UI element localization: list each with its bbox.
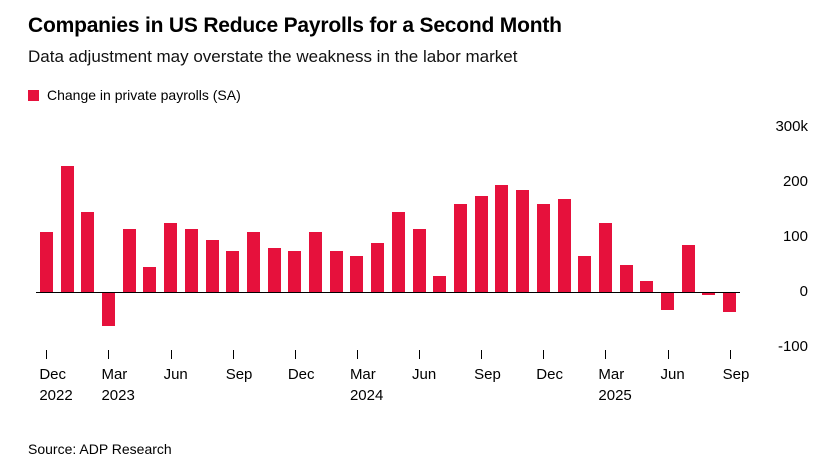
x-axis-tick bbox=[170, 350, 172, 359]
bar-feb-2024 bbox=[329, 250, 343, 292]
x-axis-tick bbox=[232, 350, 234, 359]
bar-dec-2022 bbox=[39, 231, 53, 292]
x-axis-tick bbox=[294, 350, 296, 359]
bar-jun-2023 bbox=[164, 223, 178, 292]
bar-may-2023 bbox=[143, 267, 157, 292]
bar-aug-2025 bbox=[702, 293, 716, 295]
x-axis-tick bbox=[108, 350, 110, 359]
x-axis-tick bbox=[543, 350, 545, 359]
bar-sep-2023 bbox=[226, 250, 240, 292]
bar-feb-2023 bbox=[81, 212, 95, 292]
bar-jan-2023 bbox=[60, 165, 74, 292]
x-axis-tick bbox=[46, 350, 48, 359]
x-axis-label: Sep bbox=[225, 366, 253, 383]
x-axis-label: Jun bbox=[660, 366, 685, 383]
x-axis-tick bbox=[356, 350, 358, 359]
bar-aug-2024 bbox=[453, 204, 467, 292]
bar-mar-2024 bbox=[350, 256, 364, 292]
x-axis-tick bbox=[667, 350, 669, 359]
x-axis-label: Mar 2023 bbox=[101, 366, 135, 404]
x-axis-label: Dec bbox=[536, 366, 563, 383]
x-axis-label: Mar 2024 bbox=[349, 366, 384, 404]
bar-oct-2023 bbox=[246, 231, 260, 292]
chart-title: Companies in US Reduce Payrolls for a Se… bbox=[28, 14, 562, 37]
legend-label: Change in private payrolls (SA) bbox=[47, 87, 241, 103]
y-axis-label: 0 bbox=[799, 283, 808, 300]
bar-apr-2024 bbox=[371, 242, 385, 292]
x-axis-tick bbox=[605, 350, 607, 359]
x-axis-tick bbox=[729, 350, 731, 359]
bar-jun-2025 bbox=[661, 293, 675, 310]
bar-mar-2025 bbox=[598, 223, 612, 292]
legend: Change in private payrolls (SA) bbox=[28, 87, 241, 103]
x-axis-label: Sep bbox=[722, 366, 750, 383]
x-axis-tick bbox=[419, 350, 421, 359]
bar-may-2024 bbox=[391, 212, 405, 292]
chart-subtitle: Data adjustment may overstate the weakne… bbox=[28, 47, 518, 66]
bar-sep-2024 bbox=[474, 195, 488, 292]
bar-aug-2023 bbox=[205, 239, 219, 292]
bar-jul-2024 bbox=[433, 275, 447, 292]
bar-dec-2024 bbox=[536, 204, 550, 292]
bar-apr-2025 bbox=[619, 264, 633, 292]
bar-apr-2023 bbox=[122, 228, 136, 292]
x-axis-label: Jun bbox=[163, 366, 188, 383]
y-axis-label: 200 bbox=[782, 173, 808, 190]
bar-jan-2025 bbox=[557, 198, 571, 292]
y-axis-label: 300k bbox=[775, 118, 808, 135]
bar-sep-2025 bbox=[723, 293, 737, 313]
bar-jul-2025 bbox=[681, 245, 695, 292]
bar-feb-2025 bbox=[578, 256, 592, 292]
bar-oct-2024 bbox=[495, 184, 509, 292]
bar-nov-2024 bbox=[516, 190, 530, 292]
x-axis-label: Sep bbox=[474, 366, 501, 383]
bar-nov-2023 bbox=[267, 248, 281, 292]
plot-area bbox=[36, 111, 740, 346]
bar-jul-2023 bbox=[184, 228, 198, 292]
zero-axis-line bbox=[36, 292, 740, 293]
y-axis: 300k 200 100 0 -100 bbox=[746, 111, 812, 355]
bar-mar-2023 bbox=[101, 293, 115, 326]
x-axis: Dec 2022 Mar 2023 Jun Sep Dec Mar 2024 Jun Sep D… bbox=[36, 350, 756, 422]
x-axis-label: Dec 2022 bbox=[39, 366, 73, 404]
bar-dec-2023 bbox=[288, 250, 302, 292]
bar-jan-2024 bbox=[309, 231, 323, 292]
bar-jun-2024 bbox=[412, 228, 426, 292]
x-axis-tick bbox=[481, 350, 483, 359]
legend-swatch-icon bbox=[28, 89, 39, 101]
x-axis-label: Mar 2025 bbox=[598, 366, 632, 404]
x-axis-label: Jun bbox=[412, 366, 437, 383]
y-axis-label: -100 bbox=[777, 338, 808, 355]
y-axis-label: 100 bbox=[782, 228, 808, 245]
source-note: Source: ADP Research bbox=[28, 441, 172, 457]
bar-may-2025 bbox=[640, 281, 654, 292]
x-axis-label: Dec bbox=[287, 366, 315, 383]
